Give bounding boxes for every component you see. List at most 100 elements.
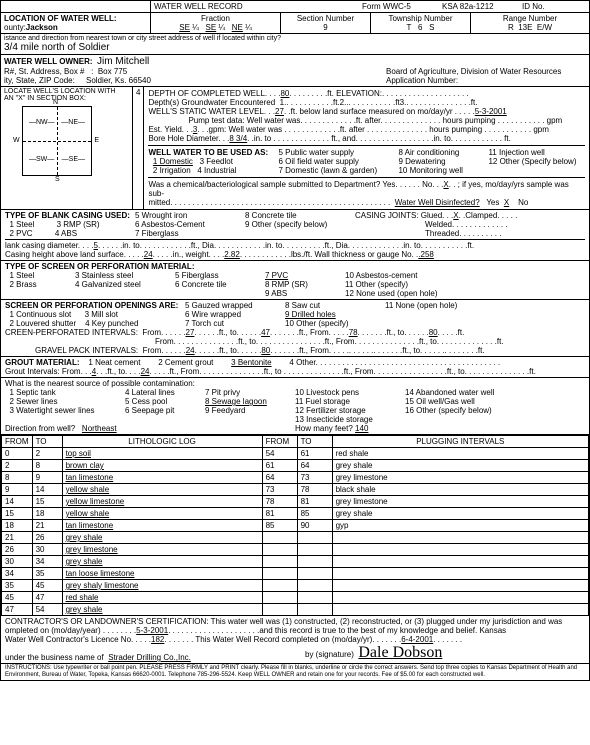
- table-cell: 64: [262, 472, 297, 484]
- table-cell: [262, 556, 297, 568]
- table-cell: 78: [297, 484, 332, 496]
- table-cell: grey shale: [62, 532, 262, 544]
- table-cell: 61: [262, 460, 297, 472]
- table-cell: [297, 580, 332, 592]
- board: Board of Agriculture, Division of Water …: [386, 67, 586, 76]
- table-cell: tan limestone: [62, 520, 262, 532]
- table-cell: grey shale: [62, 604, 262, 616]
- table-cell: 34: [32, 556, 62, 568]
- table-cell: 30: [2, 556, 33, 568]
- section-box: NSEW —NW——NE— —SW——SE—: [22, 106, 92, 176]
- table-cell: [332, 604, 588, 616]
- owner-name: Jim Mitchell: [97, 56, 149, 67]
- table-cell: 2: [2, 460, 33, 472]
- signature: Dale Dobson: [358, 644, 442, 661]
- table-cell: [332, 532, 588, 544]
- table-row: 89tan limestone6473grey limestone: [2, 472, 589, 484]
- table-cell: grey limestone: [332, 496, 588, 508]
- table-cell: 30: [32, 544, 62, 556]
- table-row: 3545grey shaly limestone: [2, 580, 589, 592]
- section-num: 9: [284, 23, 367, 32]
- table-cell: [262, 532, 297, 544]
- table-cell: [262, 592, 297, 604]
- table-cell: [262, 544, 297, 556]
- screen-row: TYPE OF SCREEN OR PERFORATION MATERIAL: …: [1, 261, 589, 300]
- table-row: 4547red shale: [2, 592, 589, 604]
- table-cell: 45: [32, 580, 62, 592]
- fraction-label: Fraction: [154, 14, 277, 23]
- static-date: 5-3-2001: [475, 107, 507, 116]
- casing-row: TYPE OF BLANK CASING USED: 1 Steel 3 RMP…: [1, 210, 589, 261]
- table-cell: 61: [297, 448, 332, 460]
- form-container: WATER WELL RECORD Form WWC-5 KSA 82a-121…: [0, 0, 590, 681]
- table-cell: brown clay: [62, 460, 262, 472]
- table-cell: 85: [297, 508, 332, 520]
- bore: 8 3/4: [229, 134, 247, 143]
- depth-val: 80: [280, 89, 289, 98]
- table-cell: 26: [32, 532, 62, 544]
- table-cell: yellow shale: [62, 508, 262, 520]
- table-cell: grey limestone: [332, 472, 588, 484]
- table-cell: 18: [32, 508, 62, 520]
- table-cell: 78: [262, 496, 297, 508]
- table-cell: 47: [2, 604, 33, 616]
- cert-business: Strader Drilling Co.,Inc.: [108, 653, 191, 662]
- table-row: 1821tan limestone8590gyp: [2, 520, 589, 532]
- openings-row: SCREEN OR PERFORATION OPENINGS ARE: 1 Co…: [1, 300, 589, 357]
- table-cell: 47: [32, 592, 62, 604]
- county: Jackson: [26, 23, 58, 32]
- id-label: ID No.: [519, 1, 589, 12]
- table-cell: 54: [262, 448, 297, 460]
- owner-city: Soldier, Ks. 66540: [86, 76, 151, 85]
- table-row: 2630grey limestone: [2, 544, 589, 556]
- footer: INSTRUCTIONS: Use typewriter or ball poi…: [1, 664, 589, 680]
- form-title: WATER WELL RECORD: [151, 1, 359, 12]
- cert-lic: 182: [151, 635, 164, 644]
- county-label: ounty:: [4, 23, 26, 32]
- table-cell: 8: [32, 460, 62, 472]
- app-label: Application Number:: [386, 76, 586, 85]
- casing-height: 24: [144, 250, 153, 259]
- table-row: 02top soil5461red shale: [2, 448, 589, 460]
- table-cell: 14: [2, 496, 33, 508]
- header-row: WATER WELL RECORD Form WWC-5 KSA 82a-121…: [1, 1, 589, 13]
- cert-rec-date: 6-4-2001: [401, 635, 433, 644]
- table-cell: 9: [32, 472, 62, 484]
- township-label: Township Number: [374, 14, 467, 23]
- table-cell: 73: [297, 472, 332, 484]
- table-cell: red shale: [62, 592, 262, 604]
- table-cell: [332, 556, 588, 568]
- distance-row: istance and direction from nearest town …: [1, 34, 589, 55]
- table-cell: top soil: [62, 448, 262, 460]
- table-cell: yellow limestone: [62, 496, 262, 508]
- ksa: KSA 82a-1212: [439, 1, 519, 12]
- table-cell: [262, 568, 297, 580]
- table-row: 2126grey shale: [2, 532, 589, 544]
- table-cell: [297, 604, 332, 616]
- cert-row: CONTRACTOR'S OR LANDOWNER'S CERTIFICATIO…: [1, 616, 589, 664]
- table-cell: 14: [32, 484, 62, 496]
- log-table: FROM TO LITHOLOGIC LOG FROM TO PLUGGING …: [1, 435, 589, 616]
- table-cell: 81: [262, 508, 297, 520]
- table-row: 1518yellow shale8185grey shale: [2, 508, 589, 520]
- contam-feet: 140: [355, 424, 368, 433]
- log-table-container: FROM TO LITHOLOGIC LOG FROM TO PLUGGING …: [1, 435, 589, 616]
- contam-row: What is the nearest source of possible c…: [1, 378, 589, 435]
- table-cell: [297, 556, 332, 568]
- section-num-label: Section Number: [284, 14, 367, 23]
- table-cell: 90: [297, 520, 332, 532]
- depth-use-row: LOCATE WELL'S LOCATION WITH AN "X" IN SE…: [1, 87, 589, 210]
- table-cell: black shale: [332, 484, 588, 496]
- table-cell: 15: [32, 496, 62, 508]
- table-cell: 73: [262, 484, 297, 496]
- table-cell: 21: [32, 520, 62, 532]
- table-row: 3034grey shale: [2, 556, 589, 568]
- table-cell: 34: [2, 568, 33, 580]
- table-cell: [297, 544, 332, 556]
- table-cell: gyp: [332, 520, 588, 532]
- table-cell: [297, 532, 332, 544]
- table-cell: [262, 580, 297, 592]
- table-cell: grey shale: [332, 460, 588, 472]
- table-cell: tan loose limestone: [62, 568, 262, 580]
- casing-weight: 2.82: [224, 250, 240, 259]
